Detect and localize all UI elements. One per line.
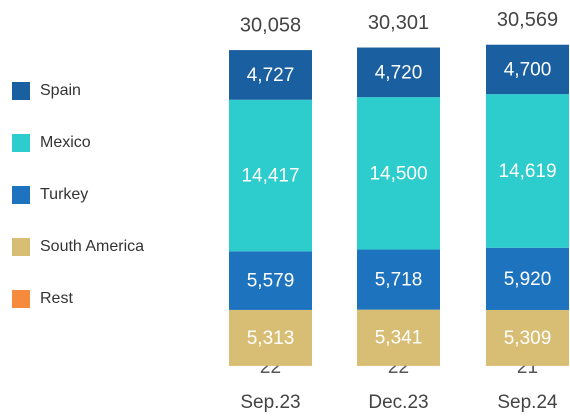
- legend-label: Spain: [40, 82, 81, 99]
- legend-swatch: [12, 238, 30, 256]
- data-label: 5,313: [247, 328, 295, 349]
- x-tick-label: Sep.23: [240, 392, 300, 413]
- legend-label: Rest: [40, 290, 73, 307]
- legend-label: Turkey: [40, 186, 88, 203]
- data-label: 5,341: [375, 328, 423, 349]
- legend-swatch: [12, 134, 30, 152]
- data-label: 14,417: [241, 166, 299, 187]
- total-label: 30,569: [497, 9, 558, 31]
- x-tick-label: Sep.24: [497, 392, 558, 413]
- data-label: 14,619: [498, 161, 556, 182]
- legend-swatch: [12, 186, 30, 204]
- data-label: 5,920: [504, 269, 552, 290]
- legend-swatch: [12, 82, 30, 100]
- data-label: 5,579: [247, 271, 295, 292]
- data-label: 4,727: [247, 65, 295, 86]
- data-label: 4,700: [504, 59, 552, 80]
- data-label: 5,718: [375, 270, 423, 291]
- legend-label: South America: [40, 238, 144, 255]
- x-tick-label: Dec.23: [368, 392, 428, 413]
- data-label: 5,309: [504, 328, 552, 349]
- data-label: 14,500: [369, 163, 427, 184]
- total-label: 30,058: [240, 14, 301, 36]
- legend-swatch: [12, 290, 30, 308]
- data-label: 4,720: [375, 62, 423, 83]
- total-label: 30,301: [368, 12, 429, 34]
- legend-label: Mexico: [40, 134, 91, 151]
